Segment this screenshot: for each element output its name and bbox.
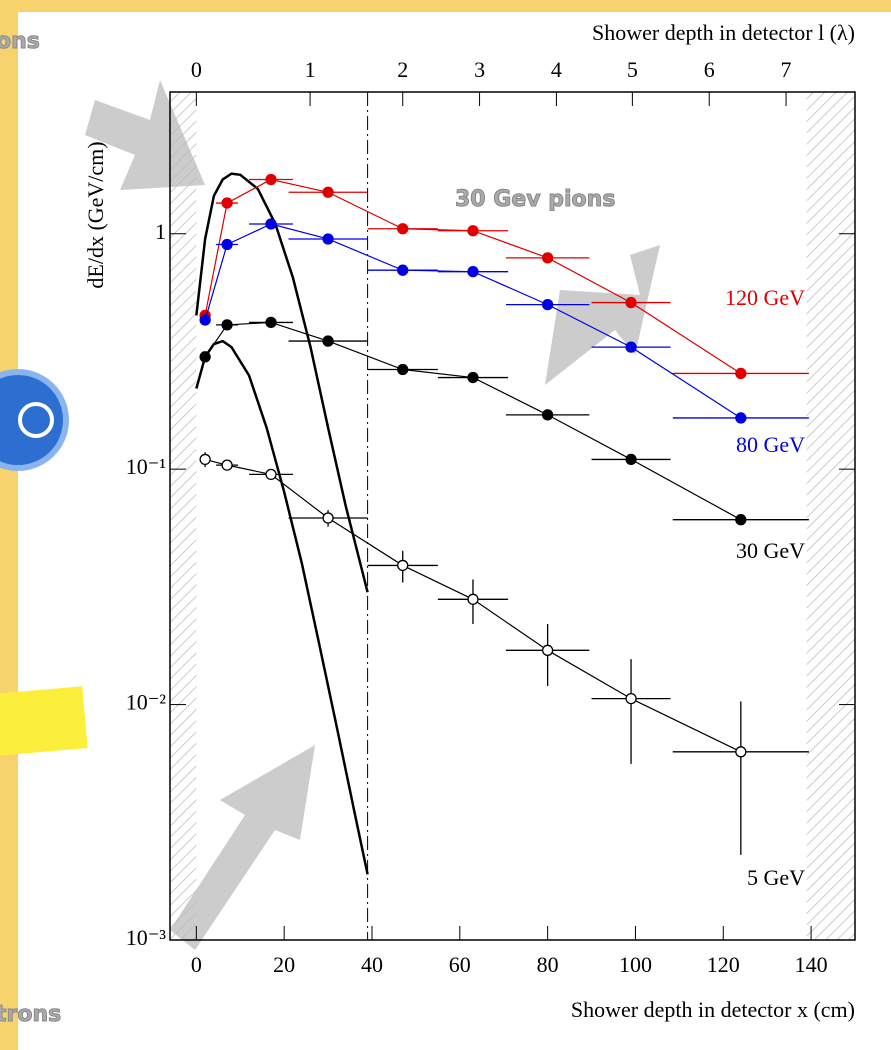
data-point (626, 454, 636, 464)
x2-tick-label: 7 (781, 57, 792, 82)
x-tick-label: 140 (795, 952, 828, 977)
x-tick-label: 40 (361, 952, 383, 977)
x-tick-label: 0 (191, 952, 202, 977)
data-point (266, 174, 276, 184)
excluded-region (807, 92, 855, 940)
data-point (200, 315, 210, 325)
x2-tick-label: 4 (551, 57, 562, 82)
data-point (736, 368, 746, 378)
annotation: ons (0, 29, 40, 54)
data-point (626, 694, 636, 704)
data-point (543, 300, 553, 310)
data-point (323, 513, 333, 523)
data-point (736, 747, 746, 757)
y-tick-label: 1 (155, 219, 166, 244)
data-point (398, 224, 408, 234)
excluded-region (170, 92, 196, 940)
data-point (266, 219, 276, 229)
data-point (398, 365, 408, 375)
data-point (200, 454, 210, 464)
sticky-note (0, 686, 88, 756)
data-point (543, 253, 553, 263)
data-point (468, 267, 478, 277)
x2-tick-label: 5 (627, 57, 638, 82)
x2-tick-label: 1 (305, 57, 316, 82)
data-point (736, 515, 746, 525)
series-line (205, 322, 741, 519)
page: Shower depth in detector l (λ) Shower de… (0, 0, 891, 1050)
chart: Shower depth in detector l (λ) Shower de… (0, 0, 891, 1050)
data-point (626, 298, 636, 308)
x2-tick-label: 6 (704, 57, 715, 82)
data-point (398, 560, 408, 570)
data-point (323, 234, 333, 244)
x-tick-label: 120 (707, 952, 740, 977)
data-point (468, 373, 478, 383)
data-point (398, 265, 408, 275)
data-point (266, 317, 276, 327)
data-point (222, 460, 232, 470)
data-point (543, 410, 553, 420)
x2-tick-label: 2 (397, 57, 408, 82)
data-point (468, 226, 478, 236)
data-point (626, 342, 636, 352)
data-point (200, 352, 210, 362)
x2-tick-label: 0 (191, 57, 202, 82)
y-tick-label: 10⁻³ (126, 925, 167, 950)
y-tick-label: 10⁻¹ (126, 454, 166, 479)
x2-tick-label: 3 (474, 57, 485, 82)
annotation: trons (0, 1002, 61, 1027)
y-axis-title: dE/dx (GeV/cm) (83, 141, 108, 288)
data-point (323, 187, 333, 197)
x-tick-label: 80 (537, 952, 559, 977)
series-label: 80 GeV (736, 432, 805, 457)
x-tick-label: 100 (619, 952, 652, 977)
x-tick-label: 20 (273, 952, 295, 977)
x2-axis-title: Shower depth in detector l (λ) (592, 20, 855, 45)
series-label: 30 GeV (736, 538, 805, 563)
data-point (736, 413, 746, 423)
data-point (222, 320, 232, 330)
x-axis-title: Shower depth in detector x (cm) (571, 997, 855, 1022)
data-point (323, 336, 333, 346)
data-point (266, 469, 276, 479)
series-label: 5 GeV (747, 865, 805, 890)
electron-curve (196, 174, 367, 593)
y-tick-label: 10⁻² (126, 690, 167, 715)
annotation: 30 Gev pions (455, 187, 615, 212)
data-point (222, 240, 232, 250)
series-label: 120 GeV (725, 285, 805, 310)
data-point (222, 198, 232, 208)
data-point (468, 594, 478, 604)
x-tick-label: 60 (449, 952, 471, 977)
data-point (543, 645, 553, 655)
logo (0, 372, 66, 468)
